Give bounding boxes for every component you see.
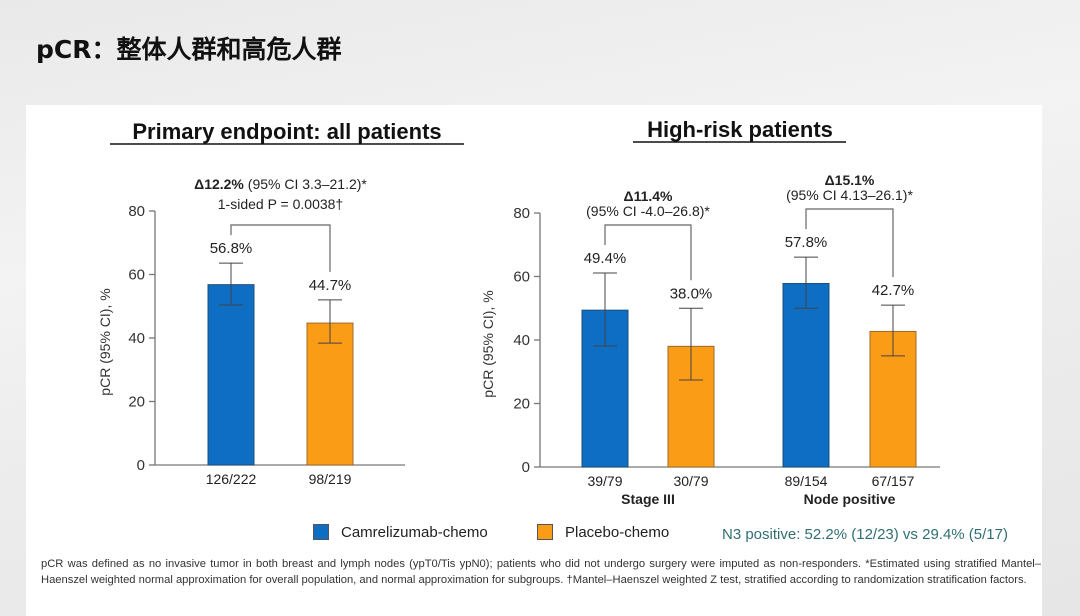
n-label: 67/157 — [872, 473, 915, 489]
y-tick-label: 80 — [128, 203, 145, 220]
y-tick-label: 20 — [128, 394, 145, 411]
y-axis-label: pCR (95% CI), % — [97, 288, 113, 395]
n-label: 30/79 — [673, 473, 708, 489]
comparison-bracket — [805, 208, 894, 278]
delta-label: Δ12.2% (95% CI 3.3–21.2)* — [194, 176, 367, 192]
y-tick-label: 40 — [513, 332, 530, 349]
legend-label-camrelizumab: Camrelizumab-chemo — [341, 523, 488, 541]
n3-positive-note: N3 positive: 52.2% (12/23) vs 29.4% (5/1… — [722, 526, 1008, 543]
y-tick-label: 20 — [513, 396, 530, 413]
bar-camrelizumab — [782, 282, 830, 468]
comparison-bracket — [604, 224, 692, 281]
slide-title: pCR：整体人群和高危人群 — [36, 35, 342, 64]
legend-item-camrelizumab: Camrelizumab-chemo — [313, 521, 488, 543]
y-tick-label: 60 — [513, 269, 530, 286]
group-label: Stage III — [621, 491, 675, 507]
bar-camrelizumab — [207, 284, 255, 466]
legend-swatch-placebo — [537, 524, 553, 540]
delta-label: Δ15.1% — [825, 172, 875, 188]
legend-item-placebo: Placebo-chemo — [537, 521, 669, 543]
delta-label: Δ11.4% — [624, 188, 674, 204]
legend-swatch-camrelizumab — [313, 524, 329, 540]
chart-title: High-risk patients — [647, 117, 833, 142]
comparison-bracket — [230, 224, 331, 272]
y-tick-label: 60 — [128, 267, 145, 284]
n-label: 39/79 — [587, 473, 622, 489]
y-axis-label: pCR (95% CI), % — [480, 290, 496, 397]
n-label: 126/222 — [206, 471, 257, 487]
chart-title: Primary endpoint: all patients — [132, 119, 441, 144]
ci-label: (95% CI 4.13–26.1)* — [786, 187, 913, 203]
y-tick-label: 40 — [128, 330, 145, 347]
data-label: 56.8% — [210, 240, 253, 257]
data-label: 38.0% — [670, 285, 713, 302]
data-label: 57.8% — [785, 234, 828, 251]
footnote: pCR was defined as no invasive tumor in … — [41, 558, 1041, 586]
legend-label-placebo: Placebo-chemo — [565, 523, 670, 541]
n-label: 98/219 — [309, 471, 352, 487]
y-tick-label: 80 — [513, 205, 530, 222]
p-value-label: 1-sided P = 0.0038† — [218, 196, 343, 212]
y-tick-label: 0 — [137, 457, 145, 474]
bar-placebo — [306, 322, 354, 466]
y-tick-label: 0 — [522, 459, 530, 476]
data-label: 42.7% — [872, 282, 915, 299]
n-label: 89/154 — [785, 473, 828, 489]
ci-label: (95% CI -4.0–26.8)* — [586, 203, 710, 219]
data-label: 49.4% — [584, 250, 627, 267]
data-label: 44.7% — [309, 277, 352, 294]
group-label: Node positive — [804, 491, 896, 507]
